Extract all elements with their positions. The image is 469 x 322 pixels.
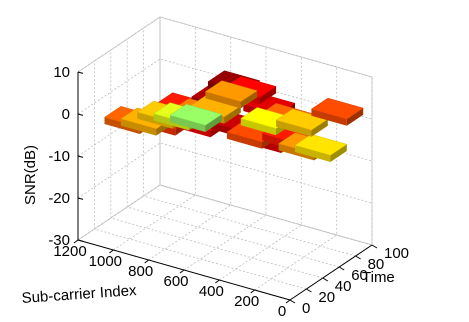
z-tick-label: -10	[48, 148, 70, 165]
x-axis-label: Sub-carrier Index	[21, 282, 137, 307]
tile-side	[240, 90, 258, 109]
x-gridline	[148, 37, 232, 261]
tile-side	[205, 91, 241, 109]
tile-side	[224, 105, 241, 124]
snr-tile	[275, 108, 329, 131]
x-tick-mark	[144, 259, 149, 264]
y-axis-line	[289, 244, 373, 301]
tile-side	[240, 118, 277, 136]
y-tick-label: 60	[351, 267, 368, 284]
tile-side	[311, 119, 328, 137]
z-axis-label: SNR(dB)	[22, 145, 39, 205]
tile-side	[259, 86, 277, 105]
z-tick-mark	[77, 197, 84, 200]
x-gridline	[113, 27, 196, 251]
x-tick-mark	[215, 279, 220, 284]
x-gridline	[77, 17, 161, 241]
tile-side	[120, 118, 157, 136]
x-tick-label: 600	[163, 273, 188, 290]
tile-side	[330, 144, 347, 162]
y-gridline	[110, 50, 323, 279]
y-tick-label: 0	[302, 300, 310, 317]
y-axis-label: Time	[362, 269, 395, 286]
snr-tile	[204, 80, 258, 102]
y-gridline	[159, 17, 373, 246]
x-tick-label: 1000	[89, 253, 122, 270]
x-tick-mark	[285, 299, 291, 304]
x-tick-mark	[179, 269, 185, 274]
x-tick-mark	[250, 289, 255, 294]
y-tick-label: 40	[335, 278, 352, 295]
y-tick-label: 100	[384, 245, 409, 262]
z-tick-mark	[77, 71, 84, 74]
z-gridline	[77, 16, 373, 78]
z-tick-mark	[77, 239, 84, 242]
x-tick-label: 0	[278, 303, 286, 320]
x-tick-label: 800	[128, 263, 153, 280]
x-gridline	[254, 67, 338, 291]
y-tick-mark	[371, 244, 378, 249]
snr-tile	[310, 97, 364, 120]
z-tick-mark	[77, 155, 84, 158]
tile-side	[205, 114, 222, 132]
x-gridline	[183, 47, 267, 271]
y-gridline	[126, 39, 340, 268]
x-tick-label: 400	[199, 283, 224, 300]
z-tick-label: -30	[48, 232, 70, 249]
y-tick-mark	[338, 266, 345, 271]
z-tick-label: 0	[62, 106, 70, 123]
y-tick-mark	[322, 277, 329, 282]
x-gridline	[219, 57, 302, 281]
x-tick-label: 200	[234, 293, 259, 310]
y-gridline	[143, 28, 356, 257]
y-tick-mark	[306, 288, 312, 293]
x-tick-mark	[109, 249, 114, 254]
y-tick-mark	[289, 299, 296, 304]
snr-tiles	[103, 70, 364, 162]
z-tick-mark	[77, 113, 84, 116]
tile-side	[346, 108, 364, 126]
tile-side	[226, 132, 263, 149]
tile-side	[295, 145, 331, 162]
z-tick-label: 10	[53, 64, 70, 81]
tile-side	[170, 115, 206, 132]
x-tick-mark	[73, 239, 79, 244]
y-tick-mark	[355, 255, 361, 260]
y-tick-label: 80	[368, 256, 385, 273]
tile-side	[311, 109, 347, 126]
y-gridline	[94, 61, 307, 290]
x-tick-label: 1200	[53, 243, 86, 260]
tile-side	[276, 120, 312, 137]
z-tick-label: -20	[48, 190, 70, 207]
snr-tile	[169, 104, 223, 126]
y-tick-label: 20	[318, 289, 335, 306]
